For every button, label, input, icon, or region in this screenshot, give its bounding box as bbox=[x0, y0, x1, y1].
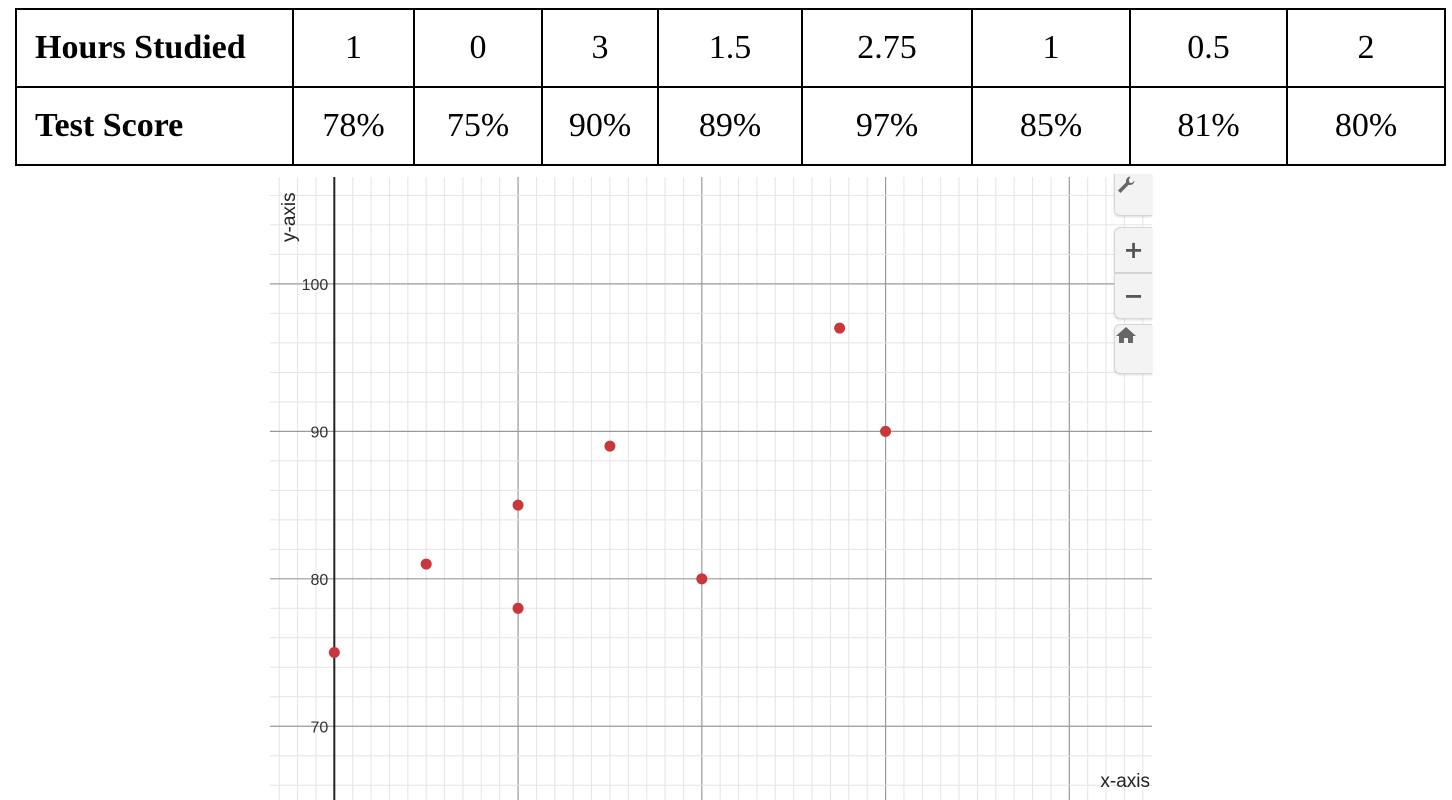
hours-cell: 0.5 bbox=[1129, 8, 1288, 88]
score-cell: 75% bbox=[413, 86, 543, 166]
data-point bbox=[420, 558, 432, 570]
data-point bbox=[880, 425, 892, 437]
minus-icon: − bbox=[1123, 282, 1144, 310]
score-row-label: Test Score bbox=[15, 86, 294, 166]
hours-cell: 1.5 bbox=[657, 8, 803, 88]
hours-cell: 3 bbox=[541, 8, 659, 88]
x-axis-label: x-axis bbox=[1100, 771, 1150, 792]
hours-cell: 1 bbox=[971, 8, 1131, 88]
y-tick-label: 100 bbox=[302, 277, 329, 294]
y-tick-label: 80 bbox=[311, 572, 329, 589]
data-point bbox=[512, 602, 524, 614]
grid bbox=[270, 177, 1152, 800]
y-tick-label: 70 bbox=[311, 719, 329, 736]
score-cell: 85% bbox=[971, 86, 1131, 166]
score-cell: 81% bbox=[1129, 86, 1288, 166]
score-cell: 78% bbox=[292, 86, 415, 166]
data-point bbox=[604, 440, 616, 452]
score-row: Test Score 78% 75% 90% 89% 97% 85% 81% 8… bbox=[15, 86, 1446, 166]
data-points bbox=[328, 322, 892, 659]
home-button[interactable] bbox=[1114, 324, 1152, 374]
hours-cell: 1 bbox=[292, 8, 415, 88]
hours-cell: 2.75 bbox=[801, 8, 973, 88]
data-point bbox=[834, 322, 846, 334]
graph-settings-button[interactable] bbox=[1114, 174, 1152, 216]
score-cell: 90% bbox=[541, 86, 659, 166]
hours-row: Hours Studied 1 0 3 1.5 2.75 1 0.5 2 bbox=[15, 8, 1446, 88]
y-tick-label: 90 bbox=[311, 424, 329, 441]
hours-cell: 0 bbox=[413, 8, 543, 88]
zoom-out-button[interactable]: − bbox=[1114, 273, 1152, 319]
score-cell: 80% bbox=[1286, 86, 1446, 166]
zoom-in-button[interactable]: + bbox=[1114, 227, 1152, 273]
score-cell: 97% bbox=[801, 86, 973, 166]
hours-row-label: Hours Studied bbox=[15, 8, 294, 88]
data-point bbox=[512, 499, 524, 511]
score-cell: 89% bbox=[657, 86, 803, 166]
data-table: Hours Studied 1 0 3 1.5 2.75 1 0.5 2 Tes… bbox=[15, 8, 1446, 166]
tick-labels: 70 80 90 100 bbox=[302, 277, 329, 736]
hours-cell: 2 bbox=[1286, 8, 1446, 88]
data-point bbox=[696, 573, 708, 585]
y-axis-label: y-axis bbox=[279, 192, 300, 242]
plus-icon: + bbox=[1123, 236, 1144, 264]
data-point bbox=[328, 647, 340, 659]
